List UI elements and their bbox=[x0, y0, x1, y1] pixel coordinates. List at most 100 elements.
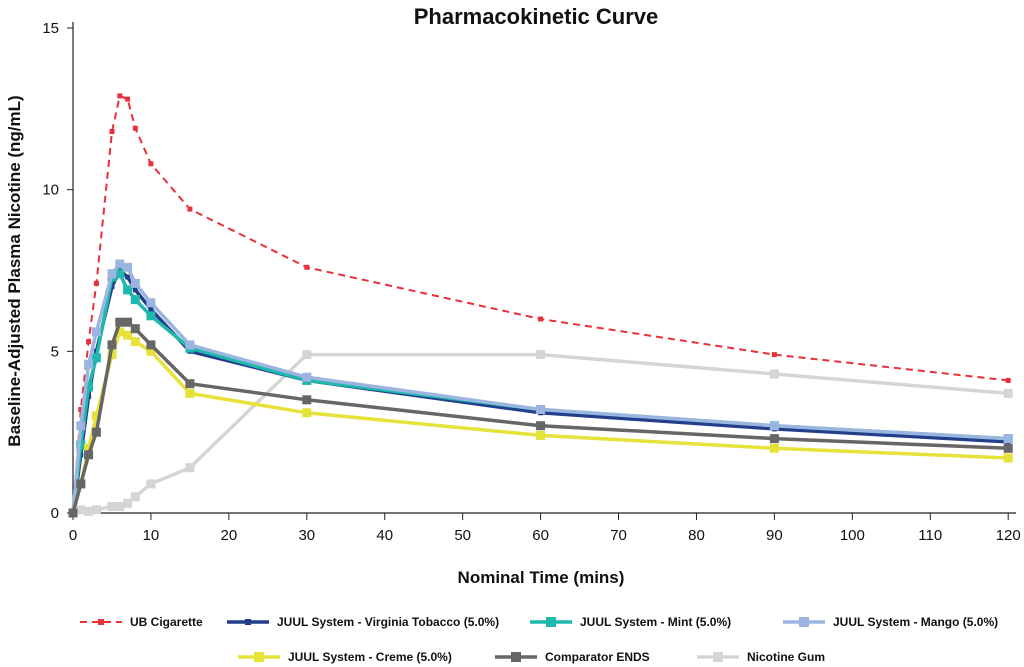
legend-swatch-marker bbox=[546, 617, 556, 627]
legend-swatch-marker bbox=[98, 619, 104, 625]
data-point bbox=[132, 125, 138, 131]
x-tick-label: 30 bbox=[298, 527, 315, 544]
legend-item-comparator-ends: Comparator ENDS bbox=[495, 650, 650, 664]
data-point bbox=[769, 369, 779, 379]
data-point bbox=[769, 421, 779, 431]
chart-title: Pharmacokinetic Curve bbox=[414, 4, 659, 29]
axes: 0 10 20 30 40 50 60 70 80 90 100 110 120 0 5 10 15 bbox=[42, 20, 1020, 544]
data-point bbox=[1005, 377, 1011, 383]
x-tick-label: 40 bbox=[376, 527, 393, 544]
x-tick-label: 100 bbox=[840, 527, 865, 544]
data-point bbox=[148, 161, 154, 167]
data-point bbox=[78, 407, 84, 412]
y-tick-label: 5 bbox=[51, 343, 59, 360]
data-point bbox=[538, 316, 544, 322]
data-point bbox=[91, 427, 101, 437]
legend-swatch-marker bbox=[799, 617, 809, 627]
data-point bbox=[132, 287, 138, 293]
data-point bbox=[302, 395, 312, 405]
data-point bbox=[536, 405, 546, 414]
data-point bbox=[185, 340, 195, 350]
series-juul-system-virginia-tobacco-5-0 bbox=[70, 268, 1011, 516]
data-point bbox=[1003, 453, 1013, 463]
data-point bbox=[84, 450, 94, 460]
y-tick-label: 10 bbox=[42, 182, 59, 199]
data-point bbox=[146, 479, 156, 489]
data-point bbox=[1003, 443, 1013, 453]
series-line bbox=[71, 262, 1009, 514]
legend: UB Cigarette JUUL System - Virginia Tobac… bbox=[80, 615, 998, 664]
legend-item-juul-system-mango-5-0: JUUL System - Mango (5.0%) bbox=[783, 615, 998, 629]
data-point bbox=[769, 434, 779, 444]
series-line bbox=[71, 271, 1009, 514]
legend-swatch-marker bbox=[713, 652, 723, 662]
x-tick-label: 70 bbox=[610, 527, 627, 544]
legend-swatch-marker bbox=[245, 619, 251, 625]
data-point bbox=[76, 421, 86, 431]
data-point bbox=[123, 330, 133, 340]
data-point bbox=[130, 492, 140, 502]
data-point bbox=[117, 93, 123, 99]
data-point bbox=[109, 284, 115, 290]
legend-item-juul-system-mint-5-0: JUUL System - Mint (5.0%) bbox=[530, 615, 731, 629]
data-point bbox=[125, 96, 131, 102]
data-point bbox=[107, 502, 117, 511]
x-tick-label: 80 bbox=[688, 527, 705, 544]
data-point bbox=[84, 443, 94, 453]
data-point bbox=[536, 421, 546, 431]
data-point bbox=[84, 506, 94, 516]
data-point bbox=[84, 359, 94, 369]
data-point bbox=[148, 306, 154, 312]
data-point bbox=[536, 350, 546, 360]
x-tick-label: 20 bbox=[221, 527, 238, 544]
data-point bbox=[91, 411, 101, 421]
data-point bbox=[84, 382, 94, 392]
data-point bbox=[115, 327, 125, 337]
data-point bbox=[107, 269, 117, 279]
x-tick-label: 10 bbox=[143, 527, 160, 544]
data-point bbox=[68, 508, 78, 518]
data-point bbox=[1003, 388, 1013, 398]
data-point bbox=[91, 505, 101, 515]
series-juul-system-mint-5-0 bbox=[68, 269, 1013, 518]
x-tick-label: 90 bbox=[766, 527, 783, 544]
data-point bbox=[302, 408, 312, 418]
legend-item-juul-system-virginia-tobacco-5-0: JUUL System - Virginia Tobacco (5.0%) bbox=[227, 615, 499, 629]
data-point bbox=[109, 129, 115, 134]
data-point bbox=[187, 206, 193, 212]
data-point bbox=[130, 324, 140, 334]
data-point bbox=[115, 317, 125, 327]
legend-item-nicotine-gum: Nicotine Gum bbox=[697, 650, 825, 664]
series-line bbox=[71, 268, 1009, 514]
data-point bbox=[107, 340, 117, 350]
data-point bbox=[125, 274, 131, 280]
data-point bbox=[769, 443, 779, 453]
data-point bbox=[130, 337, 140, 347]
legend-label: JUUL System - Mint (5.0%) bbox=[580, 615, 731, 629]
data-point bbox=[146, 298, 156, 308]
x-axis-title: Nominal Time (mins) bbox=[458, 568, 625, 587]
data-point bbox=[185, 379, 195, 389]
legend-item-juul-system-creme-5-0: JUUL System - Creme (5.0%) bbox=[238, 650, 452, 664]
series-layer bbox=[68, 93, 1013, 518]
data-point bbox=[130, 295, 140, 305]
data-point bbox=[146, 346, 156, 356]
data-point bbox=[130, 278, 140, 288]
data-point bbox=[91, 353, 101, 363]
legend-label: Nicotine Gum bbox=[747, 650, 825, 664]
data-point bbox=[91, 327, 101, 337]
legend-label: Comparator ENDS bbox=[545, 650, 650, 664]
data-point bbox=[304, 264, 310, 270]
legend-swatch-marker bbox=[511, 652, 521, 662]
y-tick-label: 15 bbox=[42, 20, 59, 37]
legend-label: JUUL System - Virginia Tobacco (5.0%) bbox=[277, 615, 499, 629]
x-tick-label: 0 bbox=[69, 527, 77, 544]
data-point bbox=[146, 340, 156, 350]
legend-label: JUUL System - Creme (5.0%) bbox=[288, 650, 452, 664]
data-point bbox=[115, 259, 125, 269]
data-point bbox=[123, 498, 133, 508]
series-juul-system-mango-5-0 bbox=[68, 259, 1013, 518]
x-tick-label: 120 bbox=[996, 527, 1021, 544]
